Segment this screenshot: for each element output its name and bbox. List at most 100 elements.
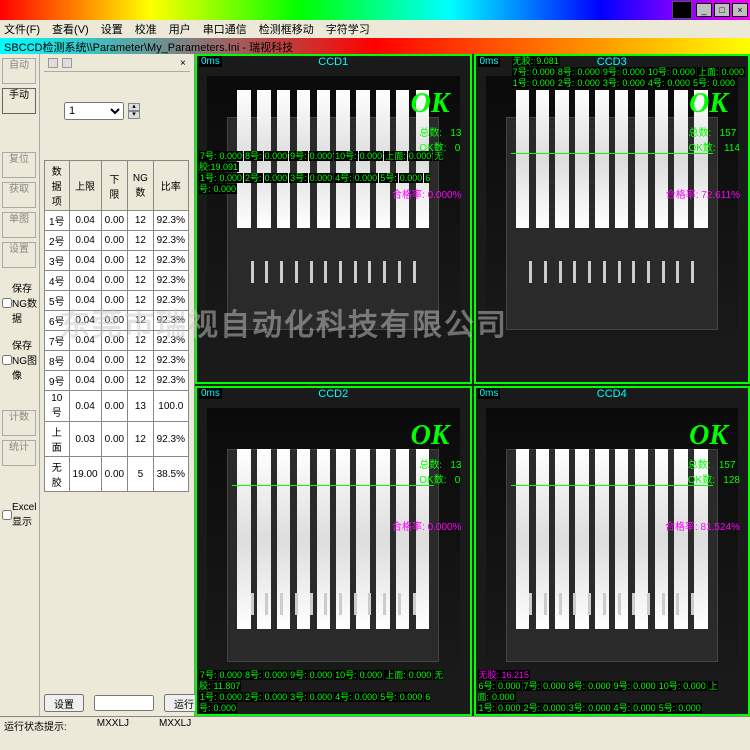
pass-rate: 合格率: 81.524% — [665, 518, 740, 533]
status-label: 运行状态提示: — [4, 718, 67, 731]
table-row: 无胶19.000.00538.5% — [45, 457, 189, 492]
ccd-time: 0ms — [478, 56, 501, 67]
ccd-time: 0ms — [478, 388, 501, 399]
table-header: 下限 — [101, 161, 128, 211]
ccd-time: 0ms — [199, 56, 222, 67]
ccd-stats: 总数: 157OK数: 114 — [688, 126, 740, 156]
menu-framemove[interactable]: 检测框移动 — [259, 21, 314, 37]
table-header: NG数 — [128, 161, 153, 211]
panel-input[interactable] — [94, 695, 154, 711]
maximize-button[interactable]: □ — [714, 3, 730, 17]
chk-excel[interactable] — [2, 510, 12, 520]
table-cell: 0.04 — [69, 331, 101, 351]
table-cell: 100.0 — [153, 391, 188, 422]
spin-up-icon[interactable]: ▴ — [128, 103, 140, 111]
ccd-title: CCD2 — [318, 388, 348, 400]
table-cell: 0.04 — [69, 211, 101, 231]
table-cell: 12 — [128, 251, 153, 271]
ok-label: OK — [689, 88, 728, 120]
chk-save-ng-img[interactable] — [2, 355, 12, 365]
table-cell: 0.00 — [101, 251, 128, 271]
table-cell: 4号 — [45, 271, 70, 291]
status-v2: MXXLJ — [159, 718, 191, 731]
table-cell: 8号 — [45, 351, 70, 371]
lbl-excel: Excel 显示 — [12, 502, 36, 528]
panel-set-button[interactable]: 设置 — [44, 694, 84, 712]
menu-serial[interactable]: 串口通信 — [203, 21, 247, 37]
close-button[interactable]: × — [732, 3, 748, 17]
titlebar: _ □ × — [0, 0, 750, 20]
table-cell: 0.04 — [69, 251, 101, 271]
table-cell: 0.00 — [101, 271, 128, 291]
panel-close-icon[interactable]: × — [180, 58, 190, 68]
menu-learn[interactable]: 字符学习 — [326, 21, 370, 37]
table-cell: 92.3% — [153, 231, 188, 251]
channel-select[interactable]: 1 — [64, 102, 124, 120]
table-cell: 0.04 — [69, 371, 101, 391]
table-header: 比率 — [153, 161, 188, 211]
app-icon — [672, 1, 692, 19]
menu-user[interactable]: 用户 — [169, 21, 191, 37]
ccd-view: CCD3 0ms OK 总数: 157OK数: 114 合格率: 72.611%… — [474, 54, 750, 384]
data-panel: × 1 ▴▾ 数据项上限下限NG数比率 1号0.040.001292.3%2号0… — [40, 54, 195, 716]
table-cell: 0.04 — [69, 311, 101, 331]
table-row: 9号0.040.001292.3% — [45, 371, 189, 391]
table-cell: 0.00 — [101, 291, 128, 311]
table-cell: 9号 — [45, 371, 70, 391]
table-cell: 2号 — [45, 231, 70, 251]
ccd-title: CCD4 — [597, 388, 627, 400]
btn-manual[interactable]: 手动 — [2, 88, 36, 114]
menu-settings[interactable]: 设置 — [101, 21, 123, 37]
tool-icon[interactable] — [48, 58, 58, 68]
table-cell: 12 — [128, 291, 153, 311]
minimize-button[interactable]: _ — [696, 3, 712, 17]
table-header: 数据项 — [45, 161, 70, 211]
tool-icon[interactable] — [62, 58, 72, 68]
table-cell: 0.03 — [69, 422, 101, 457]
measurements: 无胶:9.0817号:0.0008号:0.0009号:0.00010号:0.00… — [512, 56, 746, 89]
table-cell: 12 — [128, 211, 153, 231]
table-row: 1号0.040.001292.3% — [45, 211, 189, 231]
status-v1: MXXLJ — [97, 718, 129, 731]
table-header: 上限 — [69, 161, 101, 211]
table-cell: 12 — [128, 371, 153, 391]
table-cell: 12 — [128, 422, 153, 457]
menu-calib[interactable]: 校准 — [135, 21, 157, 37]
table-cell: 0.00 — [101, 371, 128, 391]
table-cell: 5号 — [45, 291, 70, 311]
table-cell: 7号 — [45, 331, 70, 351]
table-row: 6号0.040.001292.3% — [45, 311, 189, 331]
ok-label: OK — [411, 88, 450, 120]
lbl-save-ng-img: 保存 NG图 像 — [12, 337, 37, 382]
table-cell: 19.00 — [69, 457, 101, 492]
btn-reset[interactable]: 复位 — [2, 152, 36, 178]
table-cell: 0.04 — [69, 351, 101, 371]
ccd-stats: 总数: 157OK数: 128 — [688, 458, 740, 488]
table-cell: 92.3% — [153, 422, 188, 457]
btn-set[interactable]: 设置 — [2, 242, 36, 268]
menu-view[interactable]: 查看(V) — [52, 21, 89, 37]
btn-count[interactable]: 计数 — [2, 410, 36, 436]
table-cell: 92.3% — [153, 271, 188, 291]
btn-auto[interactable]: 自动 — [2, 58, 36, 84]
spin-down-icon[interactable]: ▾ — [128, 111, 140, 119]
menubar: 文件(F) 查看(V) 设置 校准 用户 串口通信 检测框移动 字符学习 — [0, 20, 750, 38]
btn-single[interactable]: 单图 — [2, 212, 36, 238]
pass-rate: 合格率: 72.611% — [666, 186, 740, 201]
lbl-save-ng-data: 保存 NG数 据 — [12, 280, 37, 325]
btn-get[interactable]: 获取 — [2, 182, 36, 208]
table-cell: 92.3% — [153, 211, 188, 231]
btn-stats[interactable]: 统计 — [2, 440, 36, 466]
measurements: 7号:0.0008号:0.0009号:0.00010号:0.000上面:0.00… — [199, 151, 468, 195]
table-cell: 0.00 — [101, 231, 128, 251]
ccd-title: CCD1 — [318, 56, 348, 68]
menu-file[interactable]: 文件(F) — [4, 21, 40, 37]
table-cell: 92.3% — [153, 251, 188, 271]
table-row: 5号0.040.001292.3% — [45, 291, 189, 311]
measurements: 无胶: 16.2156号:0.0007号:0.0008号:0.0009号:0.0… — [478, 670, 747, 714]
table-row: 10号0.040.0013100.0 — [45, 391, 189, 422]
table-cell: 38.5% — [153, 457, 188, 492]
chk-save-ng-data[interactable] — [2, 298, 12, 308]
table-cell: 92.3% — [153, 291, 188, 311]
data-table: 数据项上限下限NG数比率 1号0.040.001292.3%2号0.040.00… — [44, 160, 189, 492]
